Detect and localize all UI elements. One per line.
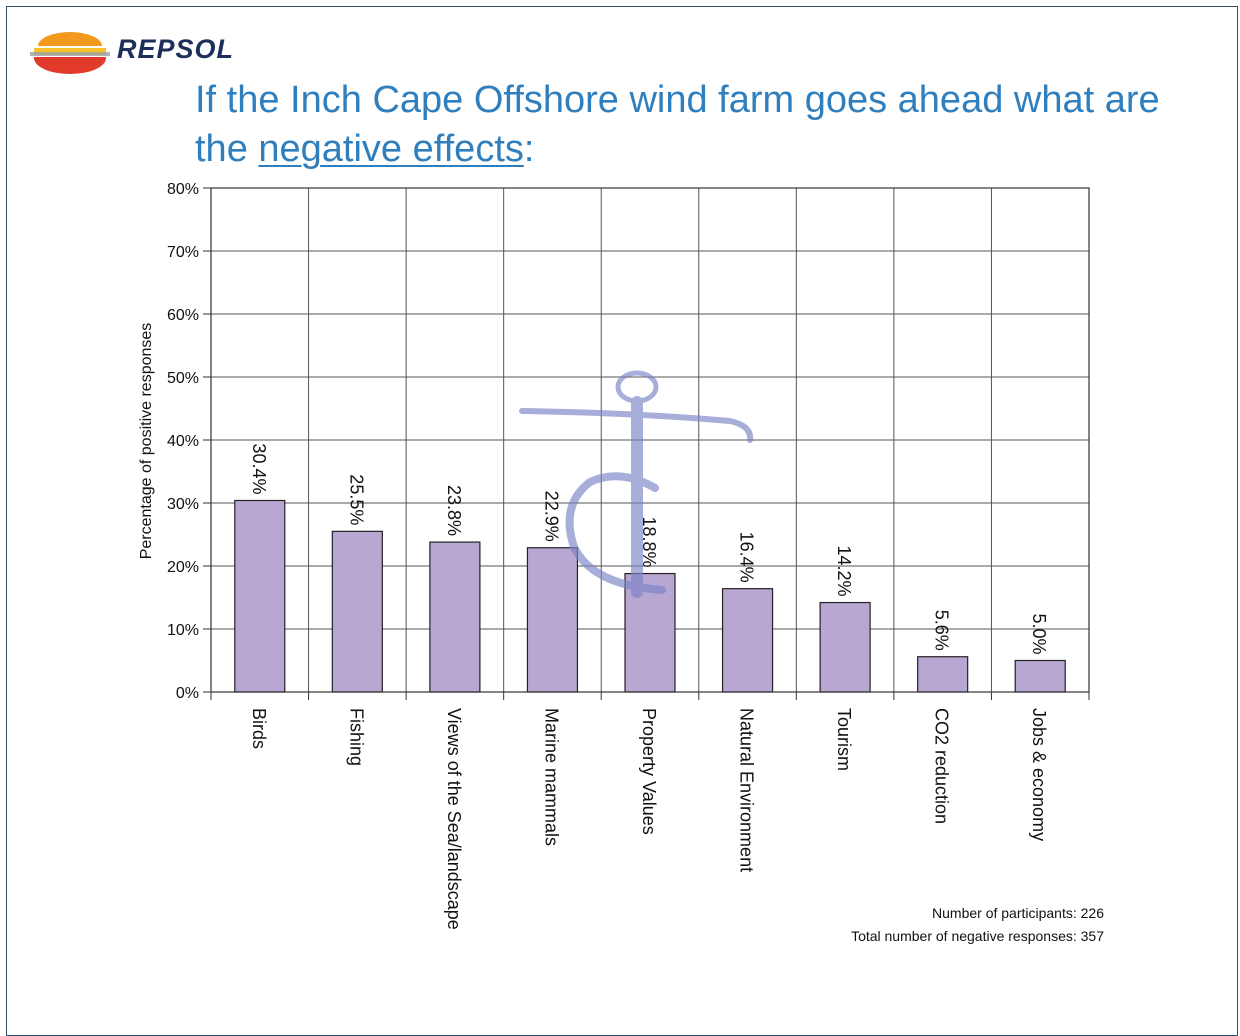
bar-6 xyxy=(721,588,774,693)
y-tick-label: 10% xyxy=(167,622,199,639)
x-tick-label-2: Fishing xyxy=(346,708,366,766)
bar-2 xyxy=(331,530,383,693)
y-tick-label: 80% xyxy=(167,181,199,198)
title-emphasis: negative effects xyxy=(258,128,524,170)
y-tick-label: 50% xyxy=(167,370,199,387)
data-label-3: 23.8% xyxy=(444,485,464,536)
x-tick-label-3: Views of the Sea/landscape xyxy=(444,708,464,930)
bar-3 xyxy=(429,541,481,693)
data-label-7: 14.2% xyxy=(834,545,854,596)
title-part-1: If the Inch Cape Offshore wind farm goes… xyxy=(195,79,1160,170)
bar-7 xyxy=(819,601,871,693)
title-part-2: : xyxy=(523,128,535,170)
x-tick-label-1: Birds xyxy=(249,708,269,749)
y-axis-label: Percentage of positive responses xyxy=(138,323,155,560)
x-tick-label-9: Jobs & economy xyxy=(1029,708,1049,841)
data-label-2: 25.5% xyxy=(346,474,366,525)
chart-bars xyxy=(234,499,1066,693)
chart-axes xyxy=(203,187,1090,700)
y-tick-label: 20% xyxy=(167,559,199,576)
data-label-8: 5.6% xyxy=(932,610,952,651)
plot-frame xyxy=(210,187,1090,693)
data-label-4: 22.9% xyxy=(541,491,561,542)
chart-notes: Number of participants: 226 Total number… xyxy=(851,902,1104,948)
logo-text: REPSOL xyxy=(117,34,235,64)
data-label-9: 5.0% xyxy=(1029,613,1049,654)
x-tick-label-6: Natural Environment xyxy=(737,708,757,872)
bar-8 xyxy=(917,656,969,693)
y-tick-label: 40% xyxy=(167,433,199,450)
y-tick-label: 70% xyxy=(167,244,199,261)
watermark-logo-icon xyxy=(519,370,754,598)
x-tick-label-7: Tourism xyxy=(834,708,854,771)
y-tick-label: 60% xyxy=(167,307,199,324)
data-label-5: 18.8% xyxy=(639,517,659,568)
y-tick-label: 0% xyxy=(176,685,199,702)
y-tick-labels: 0% 10% 20% 30% 40% 50% 60% 70% 80% xyxy=(167,181,199,702)
bar-1 xyxy=(234,499,286,693)
responses-note: Total number of negative responses: 357 xyxy=(851,928,1104,944)
x-tick-label-4: Marine mammals xyxy=(541,708,561,846)
repsol-logo-icon xyxy=(30,32,110,74)
x-tick-labels: Birds Fishing Views of the Sea/landscape Ma… xyxy=(249,708,1049,930)
data-label-1: 30.4% xyxy=(249,443,269,494)
data-label-6: 16.4% xyxy=(737,532,757,583)
data-labels: 30.4% 25.5% 23.8% 22.9% 18.8% 16.4% 14.2% 5.6% 5… xyxy=(249,443,1049,654)
participants-note: Number of participants: 226 xyxy=(932,905,1104,921)
bar-9 xyxy=(1014,659,1066,693)
slide-title: If the Inch Cape Offshore wind farm goes… xyxy=(195,76,1195,174)
x-tick-label-5: Property Values xyxy=(639,708,659,835)
x-tick-label-8: CO2 reduction xyxy=(932,708,952,824)
bar-4 xyxy=(526,547,579,693)
y-tick-label: 30% xyxy=(167,496,199,513)
